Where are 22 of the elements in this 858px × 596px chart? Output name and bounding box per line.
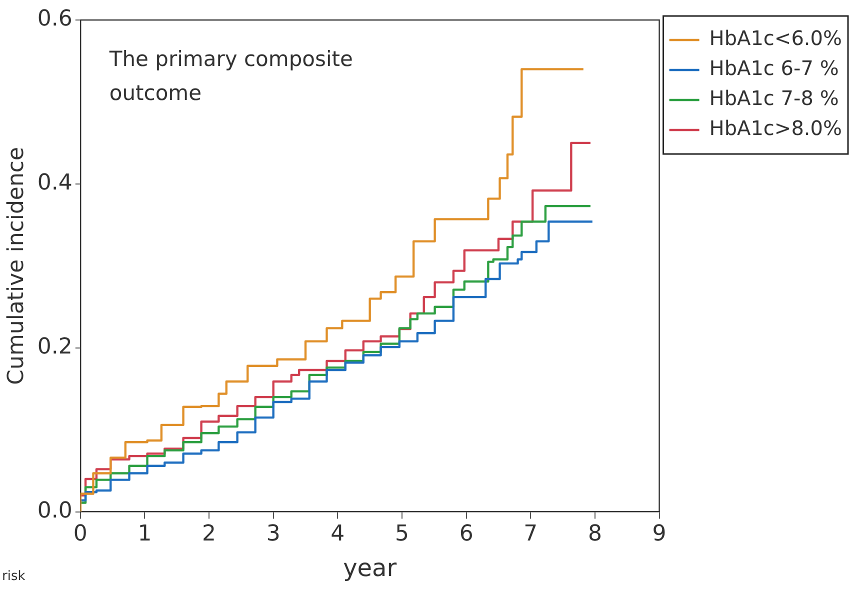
x-tick-label: 9 bbox=[652, 522, 666, 547]
annotation: The primary composite outcome bbox=[108, 46, 353, 105]
x-tick-label: 4 bbox=[330, 522, 345, 547]
x-tick-label: 7 bbox=[524, 522, 538, 547]
y-axis-title: Cumulative incidence bbox=[4, 146, 29, 385]
x-axis-title: year bbox=[343, 554, 397, 582]
y-tick-label: 0.0 bbox=[37, 498, 72, 524]
legend-label: HbA1c>8.0% bbox=[709, 116, 842, 140]
x-tick-label: 3 bbox=[266, 522, 280, 547]
x-tick-label: 6 bbox=[459, 522, 474, 547]
x-tick-label: 8 bbox=[588, 522, 602, 547]
x-tick-label: 1 bbox=[138, 522, 152, 547]
x-tick-label: 2 bbox=[202, 522, 216, 547]
legend-label: HbA1c 7-8 % bbox=[709, 86, 839, 110]
y-tick-label: 0.4 bbox=[37, 170, 72, 196]
y-tick-label: 0.6 bbox=[37, 6, 72, 32]
y-tick-label: 0.2 bbox=[37, 334, 72, 360]
x-tick-label: 0 bbox=[73, 522, 88, 547]
x-tick-label: 5 bbox=[395, 522, 410, 547]
legend-label: HbA1c<6.0% bbox=[709, 26, 842, 50]
legend-label: HbA1c 6-7 % bbox=[709, 56, 839, 80]
text: risk bbox=[2, 568, 26, 584]
